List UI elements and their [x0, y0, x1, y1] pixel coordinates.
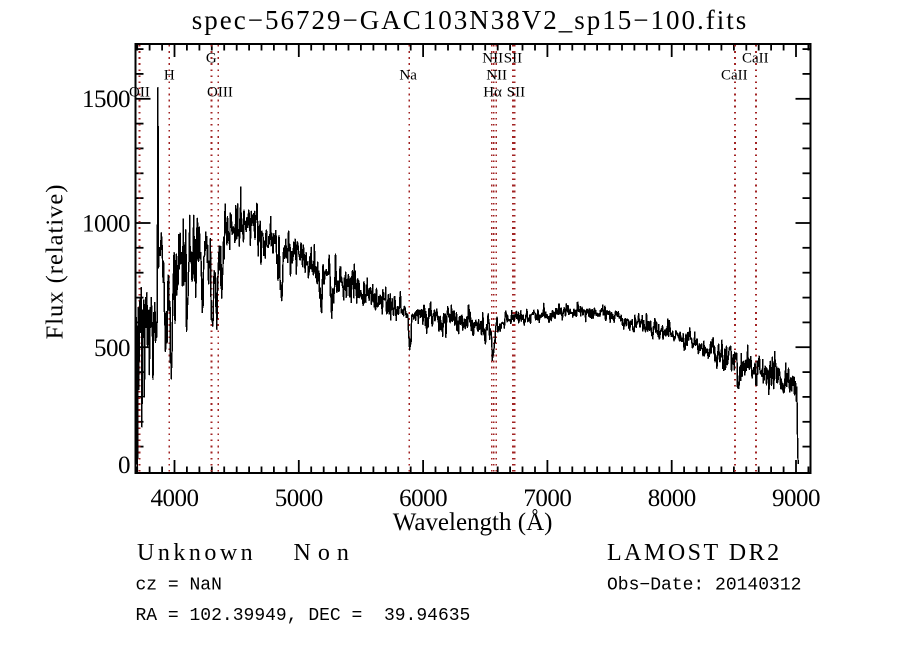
svg-text:cz = NaN: cz = NaN: [136, 576, 222, 596]
svg-text:Obs−Date: 20140312: Obs−Date: 20140312: [607, 576, 801, 596]
svg-text:RA = 102.39949, DEC = 39.9463: RA = 102.39949, DEC = 39.94635: [136, 606, 471, 626]
svg-text:LAMOST DR2: LAMOST DR2: [607, 540, 782, 566]
svg-text:8000: 8000: [648, 485, 696, 512]
svg-text:Non: Non: [294, 540, 356, 566]
svg-text:Wavelength (Å): Wavelength (Å): [393, 509, 553, 536]
svg-text:1000: 1000: [82, 211, 130, 238]
svg-text:CaII: CaII: [742, 51, 769, 67]
svg-text:OII: OII: [129, 85, 150, 101]
svg-text:Na: Na: [399, 68, 417, 84]
svg-text:7000: 7000: [523, 485, 571, 512]
svg-text:SII: SII: [504, 51, 522, 67]
svg-text:1500: 1500: [82, 86, 130, 113]
svg-text:spec−56729−GAC103N38V2_sp15−10: spec−56729−GAC103N38V2_sp15−100.fits: [192, 5, 748, 35]
svg-text:0: 0: [118, 452, 130, 479]
svg-text:NII: NII: [482, 51, 503, 67]
svg-text:Hα: Hα: [483, 85, 502, 101]
svg-text:500: 500: [94, 335, 130, 362]
svg-text:H: H: [164, 68, 175, 84]
svg-text:NII: NII: [486, 68, 507, 84]
svg-text:G: G: [206, 51, 217, 67]
svg-text:6000: 6000: [399, 485, 447, 512]
svg-text:5000: 5000: [275, 485, 323, 512]
svg-text:Unknown: Unknown: [137, 540, 256, 566]
svg-text:SII: SII: [507, 85, 525, 101]
svg-text:OIII: OIII: [207, 85, 233, 101]
svg-text:Flux (relative): Flux (relative): [42, 184, 69, 340]
svg-text:9000: 9000: [772, 485, 820, 512]
svg-text:CaII: CaII: [721, 68, 748, 84]
svg-text:4000: 4000: [151, 485, 199, 512]
